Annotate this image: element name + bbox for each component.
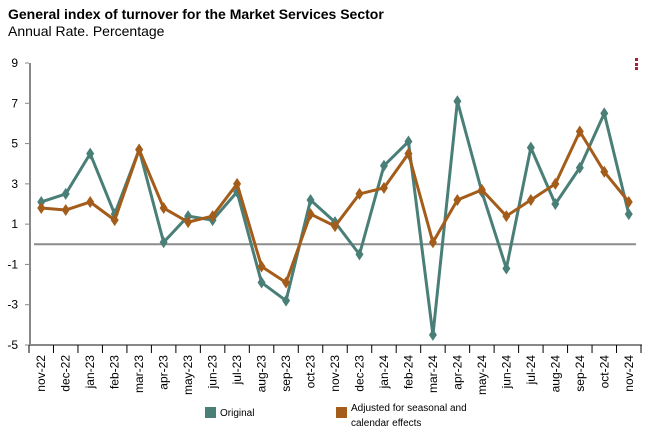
x-tick-label: oct-24 xyxy=(597,355,611,389)
data-point-marker xyxy=(306,208,315,221)
data-point-marker xyxy=(184,216,193,229)
x-tick-label: nov-24 xyxy=(622,355,636,392)
data-point-marker xyxy=(282,294,291,307)
y-tick-label: -1 xyxy=(7,257,18,271)
legend-item-adjusted[interactable]: Adjusted for seasonal and calendar effec… xyxy=(336,401,481,431)
x-tick-label: nov-22 xyxy=(34,355,48,392)
data-point-marker xyxy=(379,181,388,194)
x-tick-label: feb-24 xyxy=(401,355,415,389)
chart-subtitle: Annual Rate. Percentage xyxy=(8,23,165,39)
x-tick-label: jul-23 xyxy=(230,355,244,386)
data-point-marker xyxy=(624,195,633,208)
data-point-marker xyxy=(477,183,486,196)
data-point-marker xyxy=(61,187,70,200)
data-point-marker xyxy=(282,276,291,289)
data-point-marker xyxy=(159,236,168,249)
data-point-marker xyxy=(331,220,339,233)
x-tick-label: dec-22 xyxy=(59,355,73,392)
legend-label-original: Original xyxy=(220,408,255,419)
data-point-marker xyxy=(159,202,168,215)
y-tick-label: 7 xyxy=(11,96,18,110)
data-point-marker xyxy=(551,198,560,210)
y-tick-label: 9 xyxy=(11,56,18,70)
data-point-marker xyxy=(61,204,70,217)
data-point-marker xyxy=(306,193,315,206)
x-tick-label: apr-23 xyxy=(157,355,171,390)
chart-title: General index of turnover for the Market… xyxy=(8,6,384,22)
data-point-marker xyxy=(428,328,437,341)
x-tick-label: sep-23 xyxy=(279,355,293,392)
x-tick-label: jan-23 xyxy=(83,355,97,390)
x-tick-label: may-24 xyxy=(475,355,489,395)
data-point-marker xyxy=(233,177,242,190)
data-point-marker xyxy=(355,248,364,261)
legend-swatch-adjusted xyxy=(336,407,347,418)
data-point-marker xyxy=(257,276,266,289)
series-original xyxy=(37,95,633,341)
x-tick-label: dec-23 xyxy=(352,355,366,392)
series-adjusted xyxy=(37,125,633,289)
data-point-marker xyxy=(526,141,535,154)
menu-dot xyxy=(635,67,638,70)
y-tick-label: 1 xyxy=(11,217,18,231)
data-point-marker xyxy=(86,195,95,208)
data-point-marker xyxy=(355,187,364,200)
x-tick-label: sep-24 xyxy=(573,355,587,392)
more-vertical-icon[interactable] xyxy=(634,58,640,74)
legend-swatch-original xyxy=(205,407,216,418)
data-point-marker xyxy=(624,208,633,221)
data-point-marker xyxy=(37,202,46,215)
data-point-marker xyxy=(404,147,413,160)
data-point-marker xyxy=(502,210,511,223)
data-point-marker xyxy=(551,177,560,190)
data-point-marker xyxy=(453,193,462,206)
x-tick-label: nov-23 xyxy=(328,355,342,392)
x-tick-label: mar-24 xyxy=(426,355,440,393)
data-point-marker xyxy=(600,107,609,120)
x-tick-label: apr-24 xyxy=(450,355,464,390)
x-tick-label: jul-24 xyxy=(524,355,538,386)
x-tick-label: jun-23 xyxy=(206,355,220,390)
x-tick-label: jun-24 xyxy=(499,355,513,390)
x-tick-label: mar-23 xyxy=(132,355,146,393)
menu-dot xyxy=(635,62,638,66)
data-point-marker xyxy=(575,161,584,174)
data-point-marker xyxy=(526,193,535,206)
data-point-marker xyxy=(135,143,144,156)
x-tick-label: aug-24 xyxy=(548,355,562,393)
data-point-marker xyxy=(453,95,462,108)
x-axis: nov-22 dec-22 jan-23 feb-23 mar-23 apr-23 may-… xyxy=(28,344,642,395)
y-axis: 9 7 5 3 1 -1 -3 -5 xyxy=(7,56,31,352)
series-line xyxy=(41,129,630,285)
data-point-marker xyxy=(502,262,511,275)
data-point-marker xyxy=(184,210,193,223)
data-point-marker xyxy=(379,159,388,172)
x-tick-label: may-23 xyxy=(181,355,195,395)
x-tick-label: oct-23 xyxy=(304,355,318,389)
data-point-marker xyxy=(110,214,119,227)
data-point-marker xyxy=(86,147,95,160)
data-point-marker xyxy=(257,260,266,273)
menu-dot xyxy=(635,58,638,61)
x-tick-label: feb-23 xyxy=(108,355,122,389)
data-point-marker xyxy=(208,210,217,223)
x-tick-label: aug-23 xyxy=(255,355,269,393)
x-tick-label: jan-24 xyxy=(377,355,391,390)
data-point-marker xyxy=(600,165,609,178)
data-point-marker xyxy=(428,236,437,249)
series-group xyxy=(37,95,633,341)
legend-item-original[interactable]: Original xyxy=(205,401,254,421)
data-point-marker xyxy=(37,195,46,208)
data-point-marker xyxy=(404,135,413,148)
legend-label-adjusted: Adjusted for seasonal and calendar effec… xyxy=(351,403,467,429)
y-tick-label: -5 xyxy=(7,338,18,352)
y-tick-label: -3 xyxy=(7,298,18,312)
y-tick-label: 3 xyxy=(11,177,18,191)
y-tick-label: 5 xyxy=(11,137,18,151)
data-point-marker xyxy=(575,125,584,138)
